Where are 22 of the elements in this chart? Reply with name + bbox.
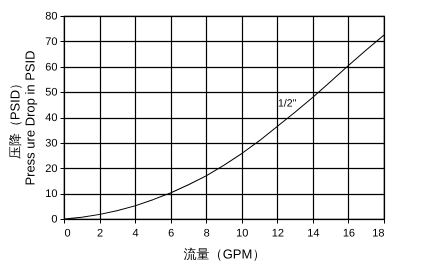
x-tick-label: 4: [132, 228, 139, 240]
x-tick-label: 12: [272, 228, 284, 240]
x-tick-label: 0: [64, 228, 71, 240]
annotation: 1/2": [278, 98, 297, 110]
y-tick-label: 70: [45, 36, 58, 48]
x-tick-label: 8: [204, 228, 210, 240]
x-axis-title: 流量（GPM）: [184, 246, 266, 262]
y-tick-label: 60: [45, 61, 58, 74]
y-tick-label: 0: [51, 214, 58, 226]
x-tick-label: 10: [236, 228, 248, 240]
x-tick-label: 2: [96, 228, 104, 240]
y-tick-label: 10: [45, 188, 58, 200]
x-tick-label: 6: [168, 228, 174, 240]
y-tick-label: 30: [45, 137, 58, 150]
y-tick-label: 80: [45, 10, 58, 22]
x-tick-label: 18: [372, 228, 384, 240]
x-tick-label: 14: [307, 228, 320, 240]
y-tick-label: 50: [45, 86, 58, 99]
y-axis-title: 压降（PSID） Press ure Drop in PSID: [7, 50, 38, 186]
y-tick-label: 40: [45, 112, 58, 124]
x-tick-label: 16: [342, 228, 356, 240]
y-tick-label: 20: [45, 162, 58, 175]
